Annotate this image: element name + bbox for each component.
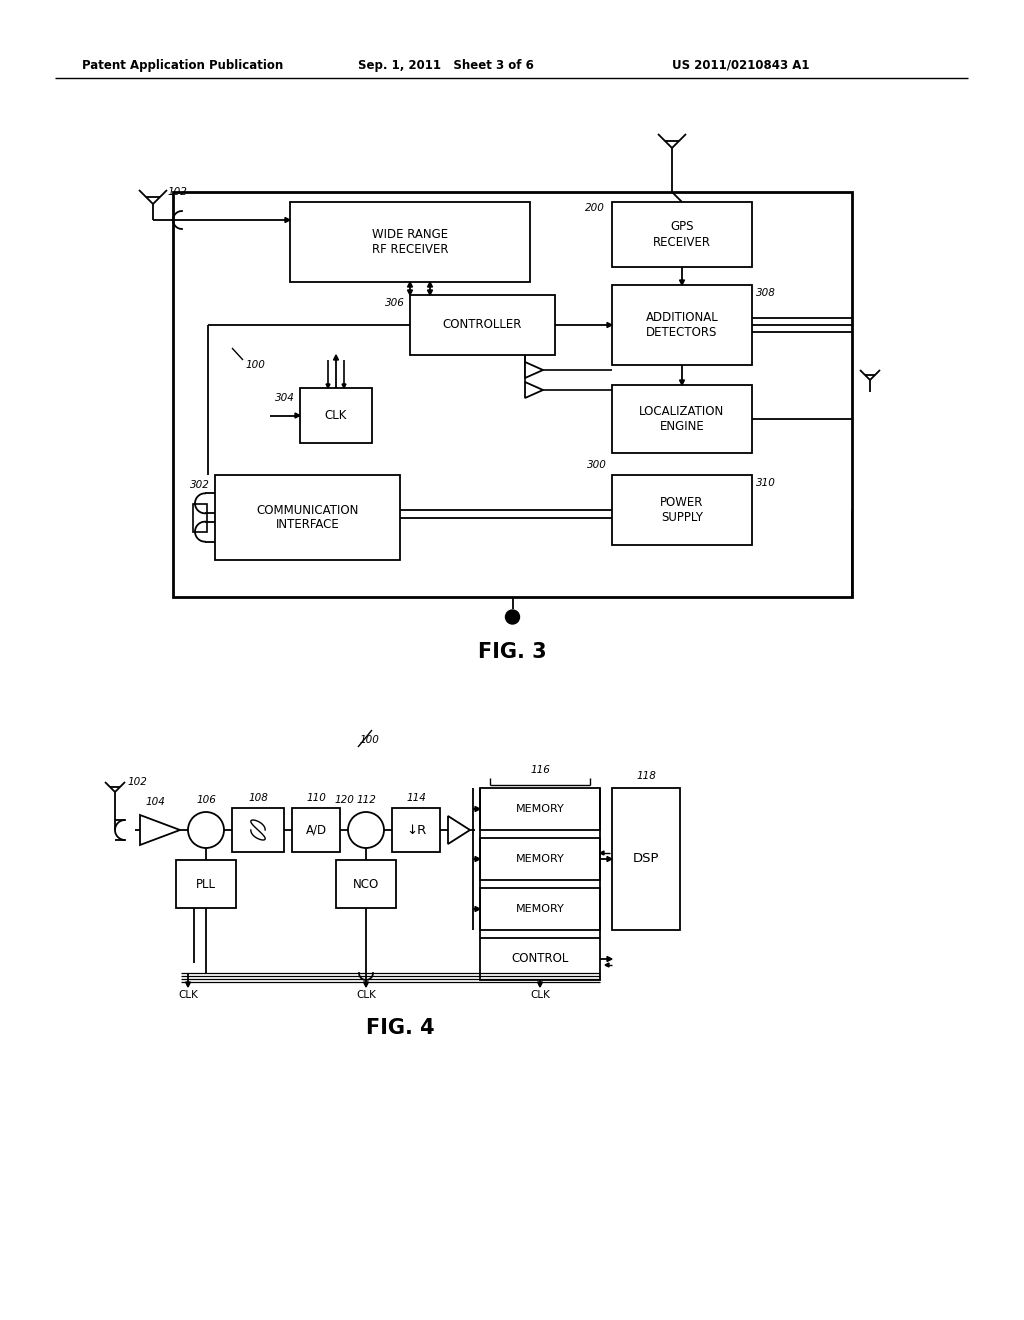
- Text: MEMORY: MEMORY: [516, 804, 564, 814]
- Text: CLK: CLK: [325, 409, 347, 422]
- Text: 118: 118: [636, 771, 656, 781]
- Text: 120: 120: [334, 795, 354, 805]
- Polygon shape: [140, 814, 180, 845]
- Polygon shape: [427, 282, 432, 286]
- Bar: [392, 808, 440, 851]
- Bar: [612, 475, 752, 545]
- Text: 102: 102: [127, 777, 146, 787]
- Bar: [292, 808, 340, 851]
- Text: 114: 114: [407, 793, 426, 803]
- Text: ↓R: ↓R: [406, 824, 426, 837]
- Polygon shape: [334, 355, 339, 360]
- Text: FIG. 3: FIG. 3: [478, 642, 547, 663]
- Text: 304: 304: [275, 393, 295, 403]
- Text: ADDITIONAL
DETECTORS: ADDITIONAL DETECTORS: [645, 312, 719, 339]
- Text: GPS
RECEIVER: GPS RECEIVER: [653, 220, 711, 248]
- Text: Patent Application Publication: Patent Application Publication: [82, 58, 284, 71]
- Polygon shape: [525, 381, 543, 399]
- Polygon shape: [427, 290, 432, 294]
- Bar: [612, 385, 752, 453]
- Text: 108: 108: [248, 793, 268, 803]
- Text: MEMORY: MEMORY: [516, 904, 564, 913]
- Polygon shape: [600, 851, 604, 855]
- Text: COMMUNICATION
INTERFACE: COMMUNICATION INTERFACE: [256, 503, 358, 532]
- Text: WIDE RANGE
RF RECEIVER: WIDE RANGE RF RECEIVER: [372, 228, 449, 256]
- Polygon shape: [285, 218, 290, 223]
- Circle shape: [188, 812, 224, 847]
- Text: CONTROLLER: CONTROLLER: [442, 318, 522, 331]
- Text: DSP: DSP: [633, 853, 659, 866]
- Text: CLK: CLK: [356, 990, 376, 1001]
- Text: CLK: CLK: [178, 990, 198, 1001]
- Text: FIG. 4: FIG. 4: [366, 1018, 434, 1038]
- Text: US 2011/0210843 A1: US 2011/0210843 A1: [672, 58, 810, 71]
- Bar: [480, 939, 600, 979]
- Text: A/D: A/D: [305, 824, 327, 837]
- Polygon shape: [475, 807, 480, 812]
- Bar: [300, 388, 372, 444]
- Text: 106: 106: [196, 795, 216, 805]
- Bar: [336, 861, 396, 908]
- Bar: [193, 503, 207, 532]
- Text: 112: 112: [356, 795, 376, 805]
- Bar: [480, 838, 600, 880]
- Text: LOCALIZATION
ENGINE: LOCALIZATION ENGINE: [639, 405, 725, 433]
- Text: POWER
SUPPLY: POWER SUPPLY: [660, 496, 703, 524]
- Bar: [290, 202, 530, 282]
- Polygon shape: [364, 982, 369, 987]
- Polygon shape: [680, 380, 684, 385]
- Bar: [410, 294, 555, 355]
- Text: 300: 300: [587, 459, 607, 470]
- Polygon shape: [475, 907, 480, 912]
- Polygon shape: [538, 982, 543, 987]
- Bar: [612, 285, 752, 366]
- Text: 100: 100: [246, 360, 266, 370]
- Bar: [480, 888, 600, 931]
- Text: Sep. 1, 2011   Sheet 3 of 6: Sep. 1, 2011 Sheet 3 of 6: [358, 58, 534, 71]
- Polygon shape: [607, 957, 612, 961]
- Polygon shape: [607, 322, 612, 327]
- Text: NCO: NCO: [353, 878, 379, 891]
- Text: 100: 100: [360, 735, 380, 744]
- Bar: [480, 788, 600, 830]
- Polygon shape: [525, 362, 543, 378]
- Circle shape: [348, 812, 384, 847]
- Bar: [612, 202, 752, 267]
- Polygon shape: [680, 280, 684, 285]
- Text: PLL: PLL: [196, 878, 216, 891]
- Text: 104: 104: [145, 797, 165, 807]
- Text: 310: 310: [756, 478, 776, 488]
- Bar: [173, 191, 852, 597]
- Text: CLK: CLK: [530, 990, 550, 1001]
- Polygon shape: [408, 282, 413, 286]
- Text: MEMORY: MEMORY: [516, 854, 564, 865]
- Bar: [176, 861, 236, 908]
- Text: 200: 200: [585, 203, 605, 213]
- Text: CONTROL: CONTROL: [511, 953, 568, 965]
- Text: 110: 110: [306, 793, 326, 803]
- Polygon shape: [607, 857, 612, 862]
- Polygon shape: [185, 982, 190, 987]
- Text: 306: 306: [385, 298, 406, 308]
- Polygon shape: [475, 857, 480, 862]
- Text: 116: 116: [530, 766, 550, 775]
- Polygon shape: [342, 384, 346, 388]
- Polygon shape: [295, 413, 300, 418]
- Polygon shape: [326, 384, 330, 388]
- Polygon shape: [449, 816, 470, 843]
- Bar: [215, 475, 400, 560]
- Bar: [612, 788, 680, 931]
- Polygon shape: [408, 290, 413, 294]
- Text: 102: 102: [167, 187, 186, 197]
- Polygon shape: [605, 964, 609, 968]
- Circle shape: [506, 610, 519, 624]
- Bar: [232, 808, 284, 851]
- Text: 302: 302: [190, 480, 210, 490]
- Text: 308: 308: [756, 288, 776, 298]
